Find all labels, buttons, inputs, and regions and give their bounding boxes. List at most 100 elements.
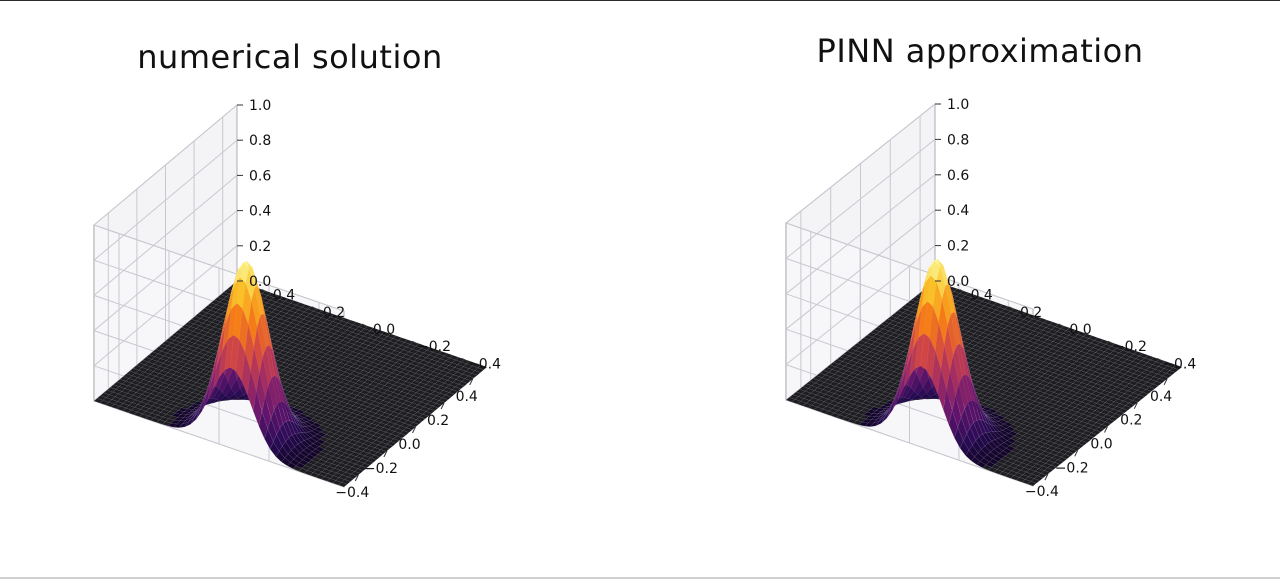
surface-cell: [1127, 349, 1138, 355]
surface-cell: [335, 316, 346, 322]
z-tick-label: 1.0: [249, 98, 271, 114]
surface-mesh: [93, 260, 488, 488]
z-tick-label: 0.2: [947, 239, 969, 255]
y-tick-mark: [361, 323, 369, 328]
x-tick-label: 0.4: [456, 389, 478, 405]
plot-title: numerical solution: [137, 38, 443, 76]
x-tick-label: −0.2: [1055, 460, 1089, 476]
surface-cell: [449, 355, 459, 361]
z-tick-label: 0.8: [947, 132, 969, 148]
surface-cell: [953, 288, 964, 294]
surface-cell: [1043, 319, 1054, 325]
surface-cell: [1060, 325, 1071, 331]
x-tick-mark: [383, 450, 388, 458]
z-tick-label: 0.8: [249, 133, 271, 149]
top-border: [0, 0, 1280, 1]
surface-cell: [454, 357, 465, 363]
surface-cell: [472, 362, 482, 368]
surface-cell: [403, 339, 414, 345]
surface-cell: [1144, 355, 1155, 361]
z-tick-label: 0.6: [249, 168, 271, 184]
z-tick-label: 1.0: [947, 97, 969, 113]
surface-plot-svg: 0.00.20.40.60.81.0−0.4−0.20.00.20.4−0.4−…: [93, 98, 501, 501]
z-tick-label: 0.2: [249, 239, 271, 255]
surface-cell: [273, 294, 283, 300]
x-tick-label: 0.0: [1090, 437, 1112, 453]
surface-cell: [1026, 314, 1037, 320]
x-tick-mark: [354, 474, 359, 482]
grid-line: [93, 210, 238, 331]
surface-cell: [301, 304, 312, 310]
surface-cell: [278, 296, 289, 302]
surface-cell: [1116, 345, 1127, 351]
surface-cell: [1065, 327, 1076, 333]
surface-cell: [1071, 329, 1082, 335]
surface-cell: [347, 319, 357, 325]
surface-cell: [318, 310, 329, 316]
surface-cell: [420, 345, 431, 351]
y-tick-label: −0.4: [1162, 356, 1196, 372]
surface-cell: [290, 300, 300, 306]
surface-cell: [307, 306, 317, 312]
bottom-border: [0, 577, 1280, 579]
surface-cell: [998, 304, 1009, 310]
x-tick-label: 0.2: [427, 413, 449, 429]
z-tick-label: 0.0: [249, 274, 271, 290]
surface-cell: [1049, 321, 1059, 327]
z-tick-label: 0.4: [947, 203, 969, 219]
y-tick-label: 0.4: [273, 288, 295, 304]
y-tick-label: −0.2: [417, 339, 451, 355]
x-tick-label: −0.2: [364, 461, 398, 477]
surface-cell: [987, 300, 998, 306]
y-tick-mark: [959, 289, 966, 294]
surface-cell: [324, 312, 334, 318]
surface-cell: [437, 351, 448, 357]
surface-cell: [981, 298, 992, 304]
x-tick-mark: [1163, 378, 1168, 386]
surface-cell: [392, 335, 403, 341]
x-tick-label: 0.2: [1120, 413, 1142, 429]
surface-cell: [1122, 347, 1132, 353]
surface-cell: [466, 360, 476, 366]
x-tick-mark: [440, 402, 445, 410]
surface-cell: [352, 321, 363, 327]
grid-line: [93, 104, 238, 226]
y-tick-mark: [261, 289, 269, 294]
x-tick-mark: [412, 426, 416, 434]
y-tick-mark: [1157, 357, 1164, 362]
y-tick-label: −0.2: [1113, 339, 1147, 355]
surface-cell: [1138, 353, 1149, 359]
surface-cell: [1015, 310, 1026, 316]
surface-cell: [329, 314, 340, 320]
surface-cell: [341, 317, 351, 323]
x-tick-mark: [469, 378, 474, 386]
surface-cell: [993, 302, 1003, 308]
y-tick-mark: [1008, 306, 1016, 311]
grid-line: [785, 103, 936, 224]
y-tick-mark: [1058, 323, 1065, 328]
z-tick-label: 0.0: [947, 274, 969, 290]
y-tick-label: 0.0: [373, 322, 395, 338]
x-tick-mark: [1133, 402, 1138, 409]
axis-labels: 0.00.20.40.60.81.0−0.4−0.20.00.20.4−0.4−…: [237, 98, 501, 501]
axis-labels: 0.00.20.40.60.81.0−0.4−0.20.00.20.4−0.4−…: [935, 97, 1196, 500]
x-tick-label: 0.0: [398, 437, 420, 453]
surface-cell: [1110, 343, 1121, 349]
y-tick-mark: [461, 357, 469, 362]
y-tick-label: −0.4: [467, 356, 501, 372]
x-tick-label: −0.4: [335, 485, 369, 501]
surface-cell: [398, 337, 408, 343]
z-tick-label: 0.6: [947, 168, 969, 184]
plot-panel-pinn: PINN approximation 0.0 0.2 0.4 0.6 0.8 1.0 −0.…: [640, 0, 1280, 579]
z-tick-label: 0.4: [249, 204, 271, 220]
surface-mesh: [785, 258, 1183, 487]
surface-cell: [386, 333, 397, 339]
surface-cell: [381, 331, 391, 337]
surface-cell: [312, 308, 323, 314]
surface-cell: [1167, 362, 1177, 368]
surface-cell: [284, 298, 295, 304]
x-tick-mark: [1044, 473, 1049, 481]
y-tick-mark: [1107, 340, 1115, 345]
y-tick-label: 0.2: [323, 305, 345, 321]
surface-cell: [369, 327, 380, 333]
